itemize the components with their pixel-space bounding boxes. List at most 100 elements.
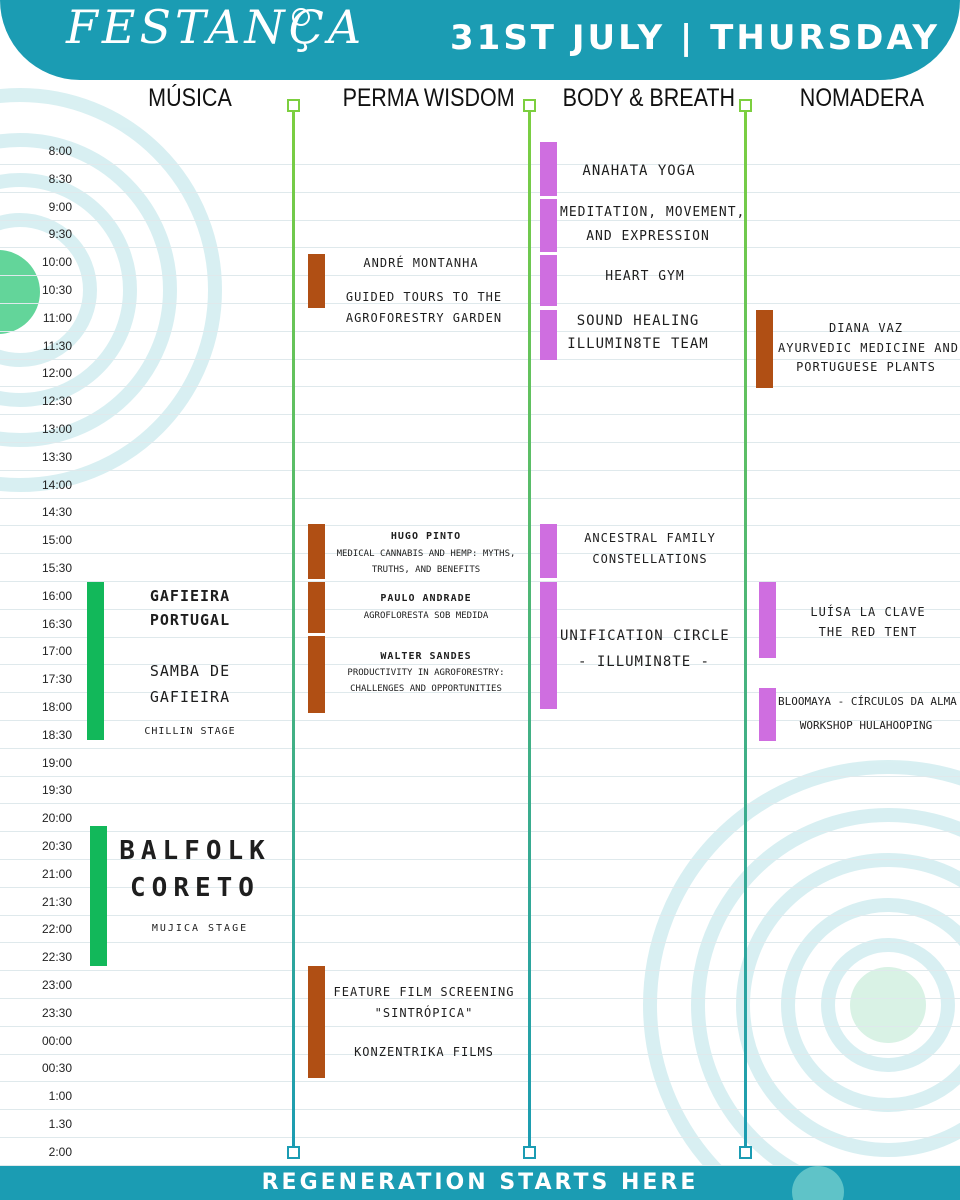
time-gridline <box>0 1164 960 1166</box>
event-subtitle-samba: SAMBA DE <box>149 662 231 680</box>
time-gridline <box>0 692 960 694</box>
time-gridline <box>0 1053 960 1055</box>
divider-bottom-marker <box>739 1146 752 1159</box>
time-gridline <box>0 803 960 805</box>
time-gridline <box>0 1109 960 1111</box>
event-film-line3: KONZENTRIKA FILMS <box>354 1045 494 1059</box>
event-sound-healing-1: SOUND HEALING <box>576 313 700 329</box>
event-bar-luisa <box>759 582 776 658</box>
event-bar-andre <box>308 254 325 308</box>
column-title-musica: MÚSICA <box>148 84 232 112</box>
time-label: 1:00 <box>48 1089 72 1104</box>
event-bloomaya-1: BLOOMAYA - CÍRCULOS DA ALMA <box>778 695 957 708</box>
mint-dot <box>850 967 926 1043</box>
event-stage-chillin: CHILLIN STAGE <box>144 726 236 737</box>
time-label: 18:30 <box>41 727 72 742</box>
time-label: 20:30 <box>41 839 72 853</box>
event-date: 31ST JULY | THURSDAY <box>450 18 940 58</box>
time-label: 19:30 <box>41 783 72 798</box>
event-title-balfolk: BALFOLK <box>119 836 271 866</box>
time-label: 18:00 <box>41 700 72 714</box>
event-diana-3: PORTUGUESE PLANTS <box>796 360 936 374</box>
time-gridline <box>0 942 960 944</box>
event-bar-paulo <box>308 582 325 633</box>
column-title-body-breath: BODY & BREATH <box>562 84 736 112</box>
festanca-logo: FESTANÇA <box>66 0 366 54</box>
green-dot <box>0 250 40 334</box>
event-diana-1: DIANA VAZ <box>828 321 904 335</box>
time-label: 21:00 <box>41 866 72 881</box>
time-label: 8:00 <box>48 144 72 158</box>
event-title-coreto: CORETO <box>130 873 260 903</box>
time-gridline <box>0 831 960 833</box>
time-label: 21:30 <box>41 894 72 909</box>
time-label: 15:00 <box>41 533 72 548</box>
time-label: 16:30 <box>41 616 72 631</box>
event-bar-balfolk <box>90 826 107 966</box>
time-label: 20:00 <box>41 811 72 826</box>
time-label: 00:00 <box>41 1033 72 1048</box>
column-divider <box>528 106 531 1152</box>
footer-dot-overlay <box>792 1166 844 1200</box>
time-gridline <box>0 914 960 916</box>
event-ancestral-2: CONSTELLATIONS <box>592 552 708 566</box>
time-gridline <box>0 1137 960 1138</box>
event-name-andre: ANDRÉ MONTANHA <box>363 256 479 270</box>
divider-bottom-marker <box>523 1146 536 1159</box>
time-label: 1.30 <box>48 1117 72 1131</box>
event-heart-gym: HEART GYM <box>605 269 685 284</box>
header-banner <box>0 0 960 80</box>
event-bloomaya-2: WORKSHOP HULAHOOPING <box>799 719 933 732</box>
event-bar-hugo <box>308 524 325 579</box>
time-gridline <box>0 247 960 249</box>
time-gridline <box>0 664 960 666</box>
event-desc-andre-1: GUIDED TOURS TO THE <box>345 290 503 304</box>
event-film-line1: FEATURE FILM SCREENING <box>333 985 515 999</box>
event-desc-hugo-1: MEDICAL CANNABIS AND HEMP: MYTHS, <box>336 549 516 559</box>
column-divider <box>744 106 747 1152</box>
event-title-portugal: PORTUGAL <box>149 611 231 629</box>
time-gridline <box>0 191 960 193</box>
time-gridline <box>0 581 960 582</box>
time-label: 22:30 <box>41 950 72 965</box>
event-unification-2: - ILLUMIN8TE - <box>577 654 710 670</box>
time-gridline <box>0 414 960 416</box>
event-desc-paulo: AGROFLORESTA SOB MEDIDA <box>363 611 489 621</box>
time-label: 2:00 <box>48 1144 72 1159</box>
event-bar-meditation <box>540 199 557 252</box>
time-gridline <box>0 970 960 972</box>
event-bar-film <box>308 966 325 1078</box>
event-name-paulo: PAULO ANDRADE <box>380 593 472 604</box>
footer-tagline: REGENERATION STARTS HERE <box>261 1170 699 1195</box>
time-gridline <box>0 469 960 471</box>
time-gridline <box>0 525 960 527</box>
event-anahata: ANAHATA YOGA <box>582 163 696 179</box>
event-bar-bloomaya <box>759 688 776 741</box>
time-label: 00:30 <box>41 1061 72 1076</box>
event-desc-walter-1: PRODUCTIVITY IN AGROFORESTRY: <box>347 668 505 678</box>
time-gridline <box>0 164 960 165</box>
event-desc-andre-2: AGROFORESTRY GARDEN <box>345 311 503 325</box>
divider-bottom-marker <box>287 1146 300 1159</box>
divider-top-marker <box>523 99 536 112</box>
time-gridline <box>0 330 960 332</box>
event-meditation-1: MEDITATION, MOVEMENT, <box>560 205 746 220</box>
column-title-nomadera: NOMADERA <box>799 84 925 112</box>
column-title-perma-wisdom: PERMA WISDOM <box>342 84 515 112</box>
event-bar-heart-gym <box>540 255 557 306</box>
event-luisa-1: LUÍSA LA CLAVE <box>810 605 926 619</box>
time-label: 13:00 <box>41 422 72 436</box>
time-gridline <box>0 358 960 360</box>
event-bar-unification <box>540 582 557 709</box>
time-gridline <box>0 859 960 860</box>
time-gridline <box>0 636 960 638</box>
time-label: 22:00 <box>41 922 72 937</box>
time-label: 10:30 <box>41 283 72 297</box>
time-label: 9:30 <box>48 227 72 242</box>
time-label: 8:30 <box>48 171 72 186</box>
event-sound-healing-2: ILLUMIN8TE TEAM <box>567 336 709 352</box>
time-label: 17:00 <box>41 644 72 659</box>
event-meditation-2: AND EXPRESSION <box>586 229 710 244</box>
event-film-line2: "SINTRÓPICA" <box>374 1006 474 1020</box>
event-bar-gafieira <box>87 582 104 740</box>
